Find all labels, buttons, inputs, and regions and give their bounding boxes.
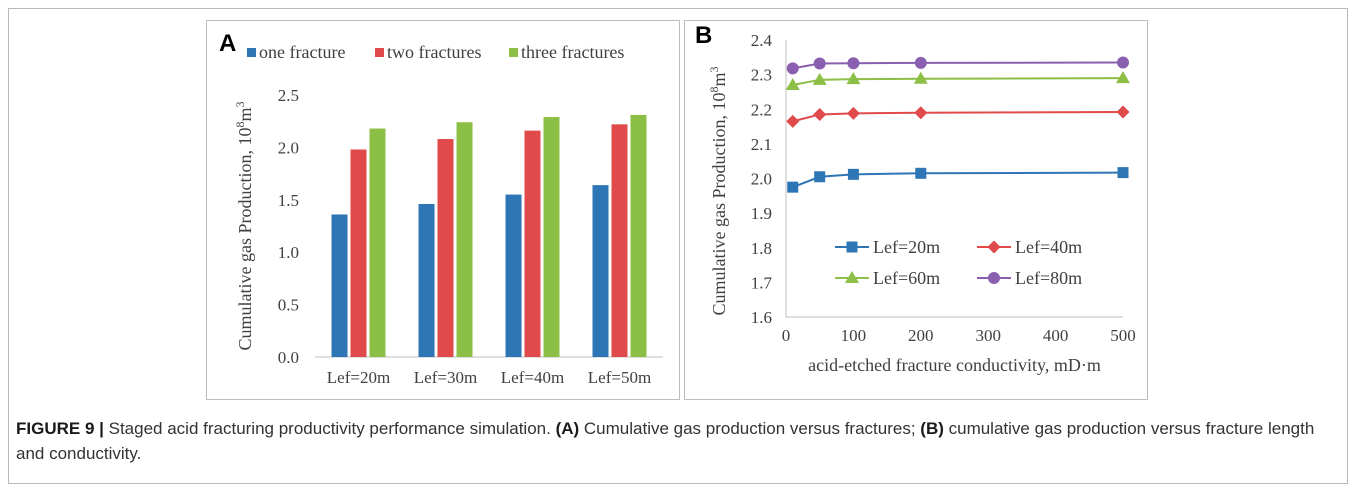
bar (524, 130, 541, 357)
bar (331, 214, 348, 357)
y-axis-label: Cumulative gas Production, 108m3 (233, 102, 255, 351)
bar (630, 114, 647, 357)
legend-swatch (247, 48, 256, 57)
data-point (813, 107, 827, 121)
x-tick-label: Lef=40m (501, 368, 564, 387)
caption-text-3: cumulative gas production versus fractur… (16, 419, 1315, 463)
y-tick-label: 2.0 (278, 138, 299, 157)
y-tick-label: 1.7 (751, 273, 773, 292)
panel-b: B 1.6 1.7 1.8 1.9 2.0 2.1 2.2 2.3 2.4 0 100 200 300 40… (684, 20, 1148, 400)
legend-label: Lef=60m (873, 268, 940, 288)
y-tick-label: 2.1 (751, 135, 772, 154)
y-tick-label: 2.5 (278, 86, 299, 105)
legend-marker (845, 271, 859, 283)
bar (592, 185, 609, 357)
x-tick-label: 200 (908, 326, 934, 345)
y-tick-label: 0.5 (278, 296, 299, 315)
data-point (1116, 71, 1130, 84)
data-point (914, 106, 928, 120)
x-tick-label: Lef=30m (414, 368, 477, 387)
bar-chart: A 0.0 0.5 1.0 1.5 2.0 2.5 Lef=20m Lef=30m Lef=40m… (219, 30, 663, 387)
data-point (786, 62, 799, 75)
x-tick-label: 300 (975, 326, 1001, 345)
y-tick-label: 1.8 (751, 239, 772, 258)
bar (369, 128, 386, 357)
caption-a-tag: (A) (555, 419, 580, 438)
data-point (1117, 56, 1129, 69)
data-point (813, 57, 826, 70)
series-line (792, 171, 1124, 189)
y-axis-label: Cumulative gas Production, 108m3 (707, 67, 729, 316)
bar (543, 117, 560, 358)
legend-label: one fracture (259, 42, 345, 62)
data-point (814, 171, 826, 183)
data-point (787, 181, 799, 193)
x-tick-label: Lef=20m (327, 368, 390, 387)
y-tick-label: 1.6 (751, 308, 772, 327)
legend-label: Lef=80m (1015, 268, 1082, 288)
caption-label: FIGURE 9 | (16, 419, 104, 438)
x-tick-label: 500 (1110, 326, 1136, 345)
legend-marker (987, 240, 1001, 254)
series-line (792, 111, 1124, 123)
y-tick-label: 2.0 (751, 170, 772, 189)
data-point (786, 114, 800, 128)
data-point (847, 168, 859, 180)
x-tick-label: 100 (841, 326, 867, 345)
caption-text-1: Staged acid fracturing productivity perf… (103, 419, 556, 438)
panel-label-a: A (219, 30, 236, 57)
y-tick-label: 1.5 (278, 191, 299, 210)
panel-a: A 0.0 0.5 1.0 1.5 2.0 2.5 Lef=20m Lef=30m Lef=40m… (206, 20, 680, 400)
legend-swatch (509, 48, 518, 57)
bar (611, 124, 628, 358)
data-point (846, 106, 860, 120)
legend-marker (988, 272, 1000, 284)
legend-label: three fractures (521, 42, 624, 62)
data-point (913, 71, 928, 84)
legend-label: Lef=40m (1015, 237, 1082, 257)
series-line (792, 61, 1124, 70)
y-tick-label: 0.0 (278, 348, 299, 367)
y-tick-label: 1.9 (751, 204, 772, 223)
bar (505, 194, 522, 357)
data-point (785, 78, 800, 91)
bar (418, 203, 435, 357)
y-tick-label: 2.3 (751, 66, 772, 85)
data-point (847, 57, 860, 70)
data-point (846, 72, 861, 85)
data-point (812, 72, 827, 85)
figure-frame (8, 8, 1348, 484)
y-tick-label: 2.4 (751, 31, 773, 50)
caption-text-2: Cumulative gas production versus fractur… (579, 419, 921, 438)
bar (350, 149, 367, 357)
legend-label: two fractures (387, 42, 481, 62)
x-tick-label: Lef=50m (588, 368, 651, 387)
x-axis-label: acid-etched fracture conductivity, mD·m (808, 355, 1101, 375)
bar (456, 122, 473, 357)
x-tick-label: 0 (782, 326, 791, 345)
panel-label-b: B (695, 22, 712, 49)
legend-marker (846, 241, 858, 253)
bar (437, 139, 454, 357)
legend-label: Lef=20m (873, 237, 940, 257)
y-tick-label: 1.0 (278, 243, 299, 262)
y-tick-label: 2.2 (751, 100, 772, 119)
data-point (1117, 167, 1129, 179)
data-point (914, 56, 927, 69)
caption-b-tag: (B) (920, 419, 944, 438)
data-point (915, 167, 927, 179)
figure-caption: FIGURE 9 | Staged acid fracturing produc… (16, 416, 1336, 466)
series-line (792, 77, 1124, 86)
x-tick-label: 400 (1043, 326, 1069, 345)
data-point (1116, 105, 1130, 119)
legend-swatch (375, 48, 384, 57)
line-chart: B 1.6 1.7 1.8 1.9 2.0 2.1 2.2 2.3 2.4 0 100 200 300 40… (695, 22, 1136, 375)
